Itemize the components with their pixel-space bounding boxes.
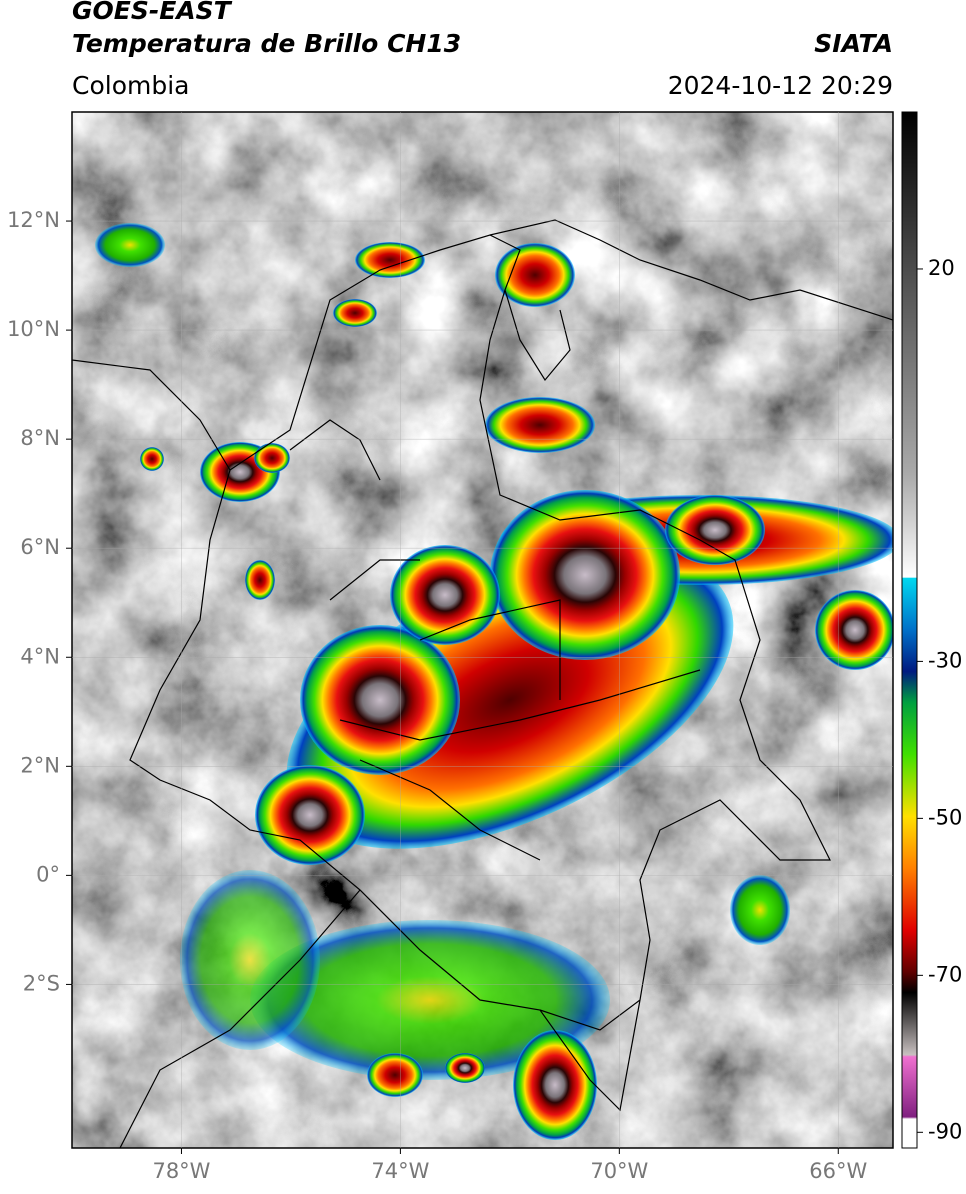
subtitle: Temperatura de Brillo CH13 [72, 29, 461, 58]
x-tick-label: 78°W [152, 1159, 210, 1183]
source: SIATA [814, 29, 893, 58]
y-tick-label: 8°N [20, 426, 60, 450]
x-tick-label: 70°W [590, 1159, 648, 1183]
y-tick-label: 10°N [7, 317, 60, 341]
colorbar-label: -70 [928, 962, 962, 986]
region: Colombia [72, 71, 189, 100]
y-tick-label: 6°N [20, 535, 60, 559]
y-tick-label: 12°N [7, 208, 60, 232]
map-frame [71, 111, 894, 1149]
y-tick-label: 2°N [20, 753, 60, 777]
borders [72, 219, 893, 1148]
colorbar-label: -50 [928, 805, 962, 829]
x-tick-label: 74°W [371, 1159, 429, 1183]
y-tick-label: 4°N [20, 644, 60, 668]
colorbar-label: -30 [928, 648, 962, 672]
y-tick-label: 2°S [23, 971, 60, 995]
satellite-image [72, 112, 893, 1148]
timestamp: 2024-10-12 20:29 [668, 71, 893, 100]
title: GOES-EAST [72, 0, 233, 25]
colorbar [901, 111, 918, 1149]
colorbar-label: 20 [928, 256, 955, 280]
colorbar-label: -90 [928, 1119, 962, 1143]
y-tick-label: 0° [36, 862, 60, 886]
x-tick-label: 66°W [809, 1159, 867, 1183]
